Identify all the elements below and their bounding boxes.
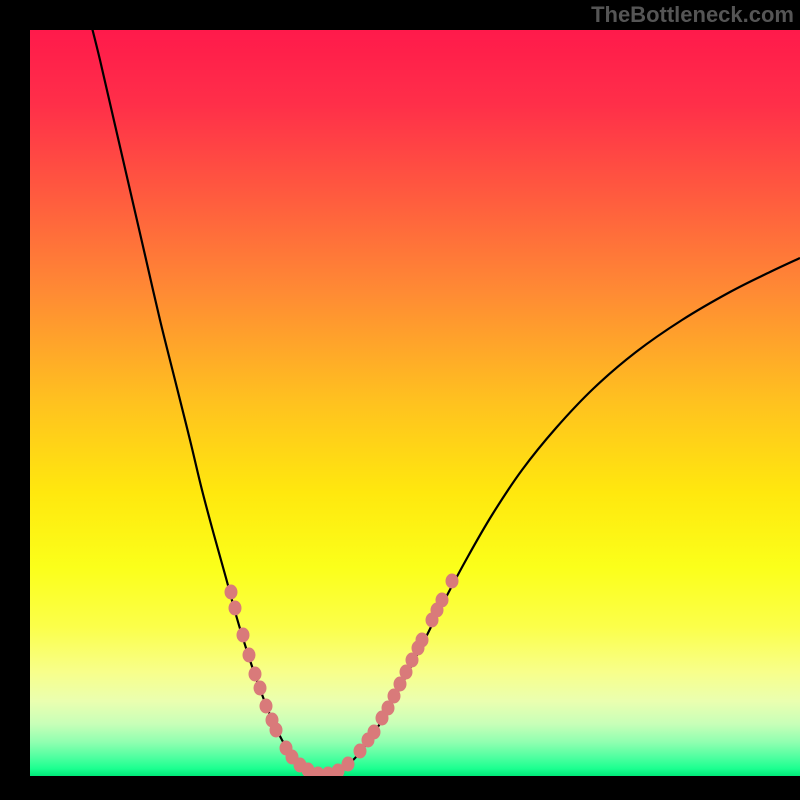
data-marker bbox=[260, 699, 273, 714]
data-marker bbox=[229, 601, 242, 616]
curve-left bbox=[90, 30, 322, 775]
plot-area bbox=[30, 30, 800, 776]
data-marker bbox=[249, 667, 262, 682]
marker-group bbox=[225, 574, 459, 777]
data-marker bbox=[225, 585, 238, 600]
data-marker bbox=[416, 633, 429, 648]
data-marker bbox=[270, 723, 283, 738]
data-marker bbox=[436, 593, 449, 608]
data-marker bbox=[243, 648, 256, 663]
data-marker bbox=[254, 681, 267, 696]
data-marker bbox=[446, 574, 459, 589]
data-marker bbox=[368, 725, 381, 740]
data-marker bbox=[342, 757, 355, 772]
data-marker bbox=[237, 628, 250, 643]
chart-svg bbox=[30, 30, 800, 776]
watermark-text: TheBottleneck.com bbox=[591, 2, 794, 28]
